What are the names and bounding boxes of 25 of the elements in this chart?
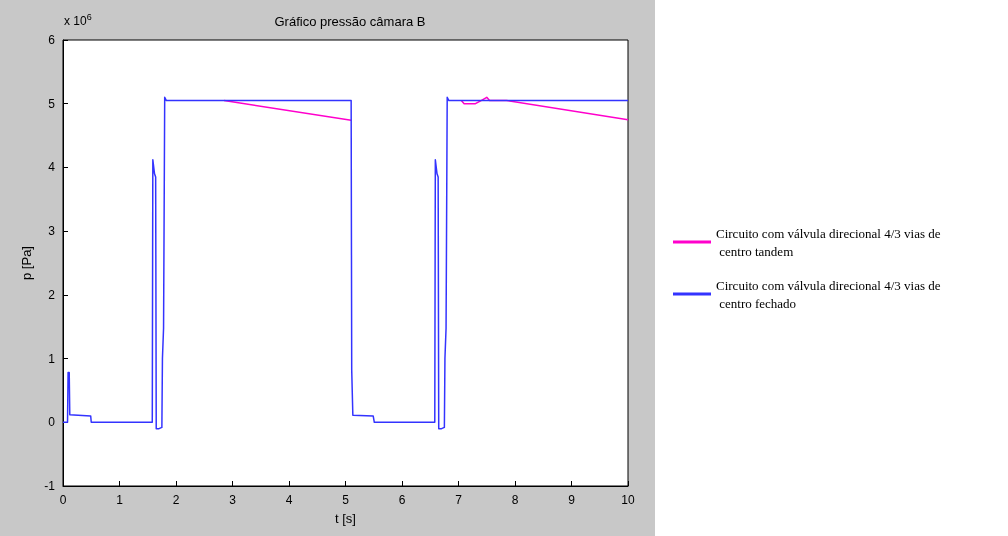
x-tick-label: 2 [172, 493, 180, 507]
x-tick-label: 5 [342, 493, 350, 507]
x-tick-label: 4 [285, 493, 293, 507]
y-tick-label: 5 [48, 96, 56, 111]
x-axis-title: t [s] [335, 511, 356, 526]
y-tick-label: 0 [48, 415, 56, 430]
x-tick-label: 10 [621, 493, 635, 507]
y-axis-title: p [Pa] [19, 246, 34, 280]
y-tick-label: 2 [48, 287, 56, 302]
x-tick-label: 3 [229, 493, 237, 507]
x-tick-label: 8 [511, 493, 519, 507]
y-tick-label: 3 [48, 224, 56, 239]
line-series [62, 96, 629, 430]
legend-label: Circuito com válvula direcional 4/3 vias de centro tandem [716, 225, 941, 259]
x-tick-label: 6 [398, 493, 406, 507]
y-tick-label: -1 [44, 479, 56, 493]
y-tick-label: 1 [48, 351, 56, 366]
legend-label: Circuito com válvula direcional 4/3 vias de centro fechado [716, 277, 941, 311]
x-tick-label: 9 [568, 493, 576, 507]
chart-title: Gráfico pressão câmara B [274, 14, 426, 29]
x-tick-label: 0 [59, 493, 67, 507]
y-tick-label: 6 [48, 33, 56, 47]
y-tick-label: 4 [48, 160, 56, 175]
x-tick-label: 1 [116, 493, 124, 507]
x-tick-label: 7 [455, 493, 463, 507]
